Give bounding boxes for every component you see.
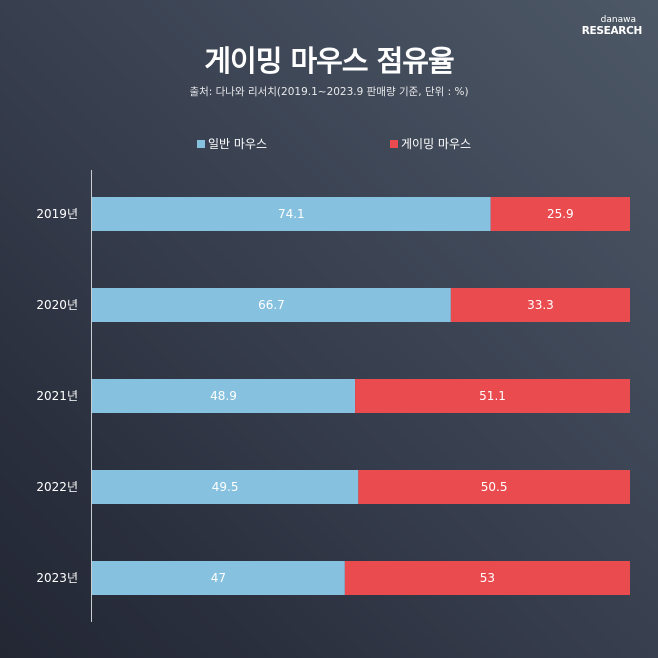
data-label: 33.3 <box>527 298 554 312</box>
data-label: 74.1 <box>278 207 305 221</box>
category-label: 2022년 <box>36 480 78 494</box>
bar-gaming-2020년 <box>450 288 630 322</box>
danawa-research-logo: danawa RESEARCH <box>581 15 643 37</box>
chart-title: 게이밍 마우스 점유율 <box>204 44 454 78</box>
data-label: 53 <box>480 571 495 585</box>
legend-swatch-general <box>197 139 205 148</box>
data-label: 51.1 <box>479 389 506 403</box>
bar-gaming-2019년 <box>490 197 630 231</box>
bar-gaming-2022년 <box>358 470 630 504</box>
data-label: 47 <box>211 571 226 585</box>
chart-subtitle: 출처: 다나와 리서치(2019.1~2023.9 판매량 기준, 단위 : %… <box>189 86 469 98</box>
legend-swatch-gaming <box>390 139 398 148</box>
bar-general-2021년 <box>92 379 356 413</box>
bar-gaming-2023년 <box>344 561 630 595</box>
bar-gaming-2021년 <box>355 379 630 413</box>
category-label: 2020년 <box>36 298 78 312</box>
bar-general-2022년 <box>92 470 359 504</box>
legend-label-gaming: 게이밍 마우스 <box>401 137 472 151</box>
data-label: 50.5 <box>481 480 508 494</box>
logo-line1: danawa <box>600 15 636 25</box>
data-label: 25.9 <box>547 207 574 221</box>
data-label: 49.5 <box>212 480 239 494</box>
bar-general-2019년 <box>92 197 491 231</box>
data-label: 48.9 <box>210 389 237 403</box>
category-label: 2021년 <box>36 389 78 403</box>
legend-label-general: 일반 마우스 <box>208 137 268 151</box>
bar-general-2020년 <box>92 288 451 322</box>
category-label: 2019년 <box>36 207 78 221</box>
category-label: 2023년 <box>36 571 78 585</box>
legend-item-general: 일반 마우스 <box>197 135 267 152</box>
logo-line2: RESEARCH <box>581 25 643 37</box>
bar-general-2023년 <box>92 561 345 595</box>
legend-item-gaming: 게이밍 마우스 <box>390 135 471 152</box>
data-label: 66.7 <box>258 298 285 312</box>
